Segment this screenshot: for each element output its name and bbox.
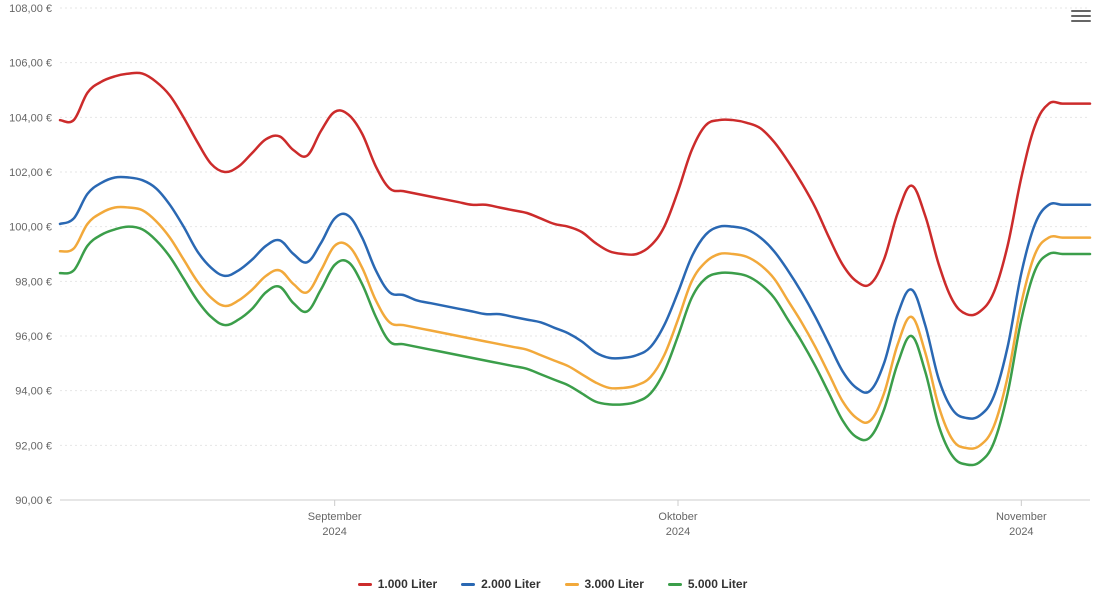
legend-item[interactable]: 3.000 Liter [565,577,644,591]
legend-item[interactable]: 1.000 Liter [358,577,437,591]
chart-svg: 90,00 € 92,00 € 94,00 € 96,00 € 98,00 € 100,0… [0,0,1105,603]
y-tick-label: 94,00 € [15,386,52,398]
legend-label: 1.000 Liter [378,577,437,591]
y-tick-label: 100,00 € [9,222,52,234]
chart-menu-button[interactable] [1071,6,1091,26]
x-tick-year: 2024 [322,526,346,538]
x-tick-month: September [308,511,362,523]
x-tick-month: November [996,511,1047,523]
y-tick-label: 104,00 € [9,112,52,124]
legend: 1.000 Liter 2.000 Liter 3.000 Liter 5.000 L… [0,575,1105,592]
y-tick-label: 108,00 € [9,3,52,15]
x-tick-year: 2024 [666,526,690,538]
y-tick-label: 102,00 € [9,167,52,179]
y-tick-label: 90,00 € [15,495,52,507]
legend-label: 5.000 Liter [688,577,747,591]
legend-label: 3.000 Liter [585,577,644,591]
legend-swatch [461,583,475,586]
y-tick-label: 98,00 € [15,276,52,288]
y-tick-label: 96,00 € [15,331,52,343]
series-line [60,227,1090,465]
y-tick-label: 106,00 € [9,58,52,70]
hamburger-icon [1071,10,1091,12]
legend-swatch [668,583,682,586]
legend-label: 2.000 Liter [481,577,540,591]
price-line-chart: 90,00 € 92,00 € 94,00 € 96,00 € 98,00 € 100,0… [0,0,1105,603]
series-line [60,73,1090,315]
x-tick-month: Oktober [658,511,697,523]
x-tick-year: 2024 [1009,526,1033,538]
legend-item[interactable]: 2.000 Liter [461,577,540,591]
legend-swatch [358,583,372,586]
series-line [60,177,1090,419]
legend-swatch [565,583,579,586]
y-tick-label: 92,00 € [15,440,52,452]
legend-item[interactable]: 5.000 Liter [668,577,747,591]
